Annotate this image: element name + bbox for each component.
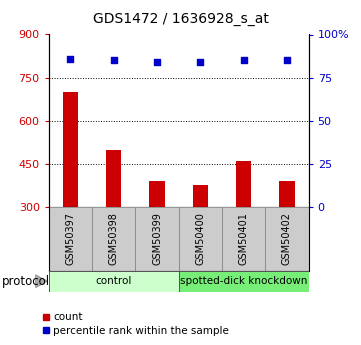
Polygon shape xyxy=(36,275,47,288)
Point xyxy=(284,58,290,63)
Point xyxy=(68,56,73,61)
Bar xyxy=(193,186,208,207)
Text: control: control xyxy=(96,276,132,286)
Bar xyxy=(279,181,295,207)
Text: GSM50397: GSM50397 xyxy=(65,213,75,265)
Bar xyxy=(92,207,135,271)
Bar xyxy=(265,207,309,271)
Text: GSM50399: GSM50399 xyxy=(152,213,162,265)
Bar xyxy=(149,181,165,207)
Bar xyxy=(106,149,121,207)
Bar xyxy=(179,271,309,292)
Point xyxy=(197,59,203,65)
Text: protocol: protocol xyxy=(2,275,50,288)
Text: GDS1472 / 1636928_s_at: GDS1472 / 1636928_s_at xyxy=(92,12,269,26)
Bar xyxy=(222,207,265,271)
Text: GSM50401: GSM50401 xyxy=(239,213,249,265)
Bar xyxy=(49,271,179,292)
Text: GSM50402: GSM50402 xyxy=(282,213,292,265)
Text: GSM50400: GSM50400 xyxy=(195,213,205,265)
Bar xyxy=(236,161,251,207)
Bar xyxy=(49,207,92,271)
Bar xyxy=(179,207,222,271)
Legend: count, percentile rank within the sample: count, percentile rank within the sample xyxy=(38,308,233,340)
Bar xyxy=(135,207,179,271)
Text: spotted-dick knockdown: spotted-dick knockdown xyxy=(180,276,307,286)
Point xyxy=(241,58,247,63)
Text: GSM50398: GSM50398 xyxy=(109,213,119,265)
Point xyxy=(154,59,160,65)
Point xyxy=(111,58,117,63)
Bar xyxy=(63,92,78,207)
